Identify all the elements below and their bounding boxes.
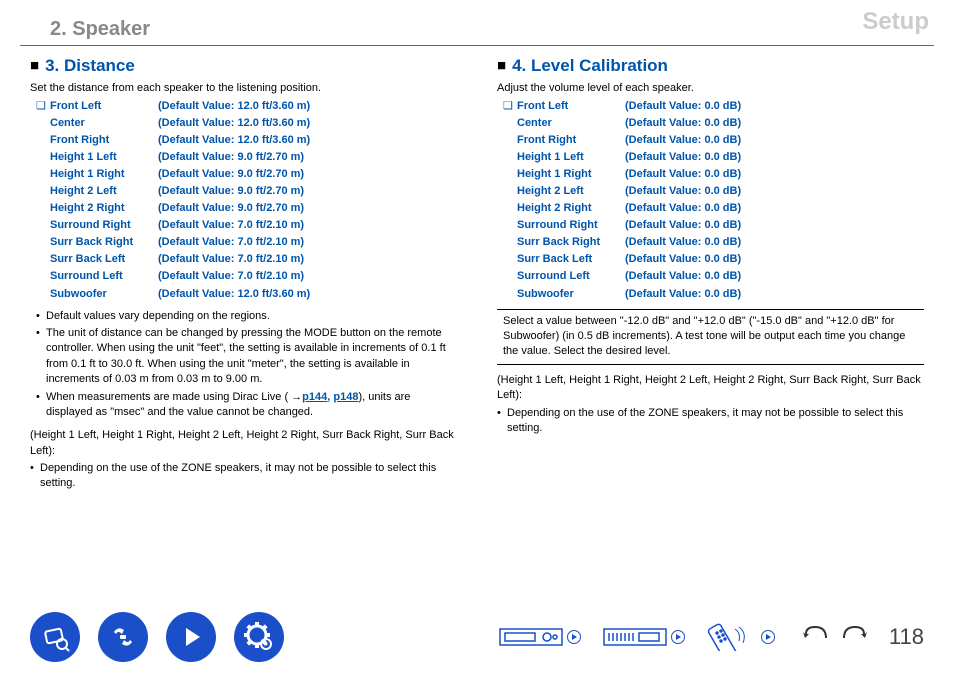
param-table-distance: ❏Front Left(Default Value: 12.0 ft/3.60 … — [36, 98, 457, 303]
nav-play-icon[interactable] — [166, 612, 216, 662]
bullet-text: When measurements are made using Dirac L… — [46, 390, 457, 421]
desc-distance: Set the distance from each speaker to th… — [30, 82, 457, 94]
nav-back-icon[interactable] — [801, 622, 831, 652]
page-number: 118 — [889, 624, 924, 650]
page-header: 2. Speaker Setup — [20, 0, 934, 46]
param-row: Height 2 Right(Default Value: 9.0 ft/2.7… — [36, 200, 457, 217]
param-row: Surr Back Left(Default Value: 7.0 ft/2.1… — [36, 251, 457, 268]
heading-level: 4. Level Calibration — [497, 56, 924, 76]
page-title: 2. Speaker — [50, 18, 904, 41]
note-level: (Height 1 Left, Height 1 Right, Height 2… — [497, 373, 924, 437]
param-row: Surround Right(Default Value: 7.0 ft/2.1… — [36, 217, 457, 234]
param-row: Height 1 Left(Default Value: 0.0 dB) — [503, 149, 924, 166]
device-play-icon[interactable] — [761, 630, 775, 644]
param-row: Height 1 Right(Default Value: 9.0 ft/2.7… — [36, 166, 457, 183]
device-play-icon[interactable] — [671, 630, 685, 644]
param-row: Subwoofer(Default Value: 0.0 dB) — [503, 286, 924, 303]
param-row: Front Right(Default Value: 12.0 ft/3.60 … — [36, 132, 457, 149]
nav-settings-icon[interactable] — [234, 612, 284, 662]
column-distance: 3. Distance Set the distance from each s… — [20, 50, 467, 498]
param-row: Surr Back Right(Default Value: 7.0 ft/2.… — [36, 234, 457, 251]
device-play-icon[interactable] — [567, 630, 581, 644]
param-table-level: ❏Front Left(Default Value: 0.0 dB)Center… — [503, 98, 924, 303]
param-row: Height 1 Right(Default Value: 0.0 dB) — [503, 166, 924, 183]
param-row: Surround Right(Default Value: 0.0 dB) — [503, 217, 924, 234]
param-row: Surr Back Left(Default Value: 0.0 dB) — [503, 251, 924, 268]
link-p148[interactable]: p148 — [333, 391, 358, 403]
bullet-text: The unit of distance can be changed by p… — [46, 326, 457, 388]
param-row: Center(Default Value: 0.0 dB) — [503, 115, 924, 132]
bullet-text: Default values vary depending on the reg… — [46, 309, 457, 324]
param-row: Front Right(Default Value: 0.0 dB) — [503, 132, 924, 149]
device-rear-icon[interactable] — [603, 625, 685, 649]
section-tag: Setup — [862, 8, 929, 36]
desc-level: Adjust the volume level of each speaker. — [497, 82, 924, 94]
boxed-note-level: Select a value between "-12.0 dB" and "+… — [497, 309, 924, 365]
heading-distance: 3. Distance — [30, 56, 457, 76]
param-row: Surround Left(Default Value: 7.0 ft/2.10… — [36, 268, 457, 285]
param-row: Height 1 Left(Default Value: 9.0 ft/2.70… — [36, 149, 457, 166]
param-row: Height 2 Left(Default Value: 0.0 dB) — [503, 183, 924, 200]
device-front-icon[interactable] — [499, 625, 581, 649]
nav-connect-icon[interactable] — [98, 612, 148, 662]
device-remote-icon[interactable] — [707, 623, 775, 651]
param-row: Subwoofer(Default Value: 12.0 ft/3.60 m) — [36, 286, 457, 303]
content-columns: 3. Distance Set the distance from each s… — [0, 50, 954, 498]
note-distance: (Height 1 Left, Height 1 Right, Height 2… — [30, 428, 457, 492]
column-level: 4. Level Calibration Adjust the volume l… — [487, 50, 934, 498]
param-row: Surround Left(Default Value: 0.0 dB) — [503, 268, 924, 285]
link-p144[interactable]: p144, — [302, 391, 330, 403]
param-row: Height 2 Right(Default Value: 0.0 dB) — [503, 200, 924, 217]
param-row: Center(Default Value: 12.0 ft/3.60 m) — [36, 115, 457, 132]
param-row: ❏Front Left(Default Value: 12.0 ft/3.60 … — [36, 98, 457, 115]
bullets-distance: •Default values vary depending on the re… — [36, 309, 457, 421]
footer-bar: 118 — [0, 612, 954, 662]
nav-guide-icon[interactable] — [30, 612, 80, 662]
param-row: ❏Front Left(Default Value: 0.0 dB) — [503, 98, 924, 115]
param-row: Surr Back Right(Default Value: 0.0 dB) — [503, 234, 924, 251]
param-row: Height 2 Left(Default Value: 9.0 ft/2.70… — [36, 183, 457, 200]
nav-forward-icon[interactable] — [839, 622, 869, 652]
